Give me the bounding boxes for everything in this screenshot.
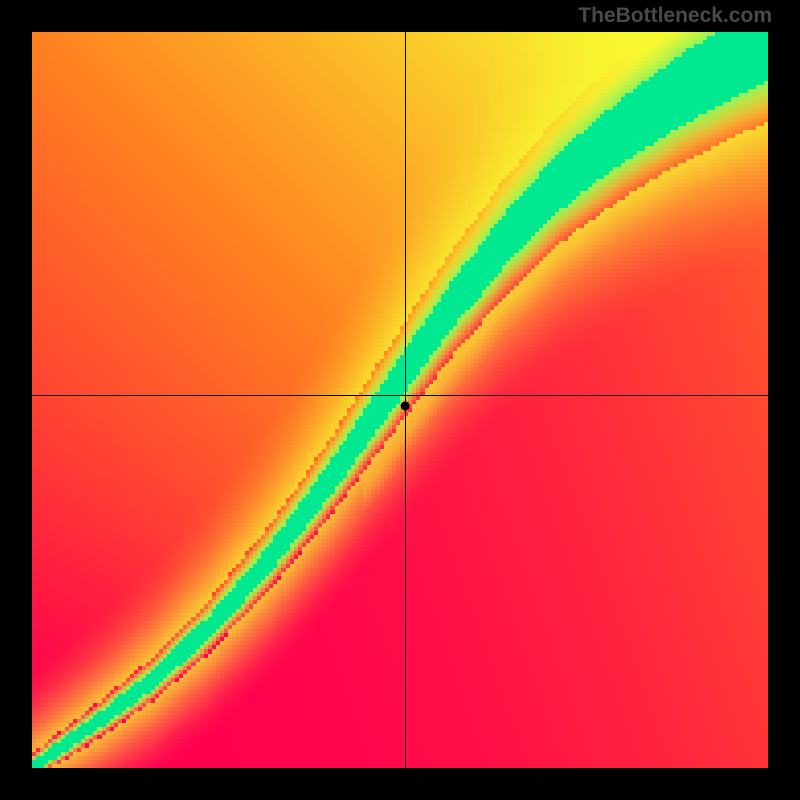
watermark-text: TheBottleneck.com [578,4,772,28]
bottleneck-heatmap [0,0,800,800]
